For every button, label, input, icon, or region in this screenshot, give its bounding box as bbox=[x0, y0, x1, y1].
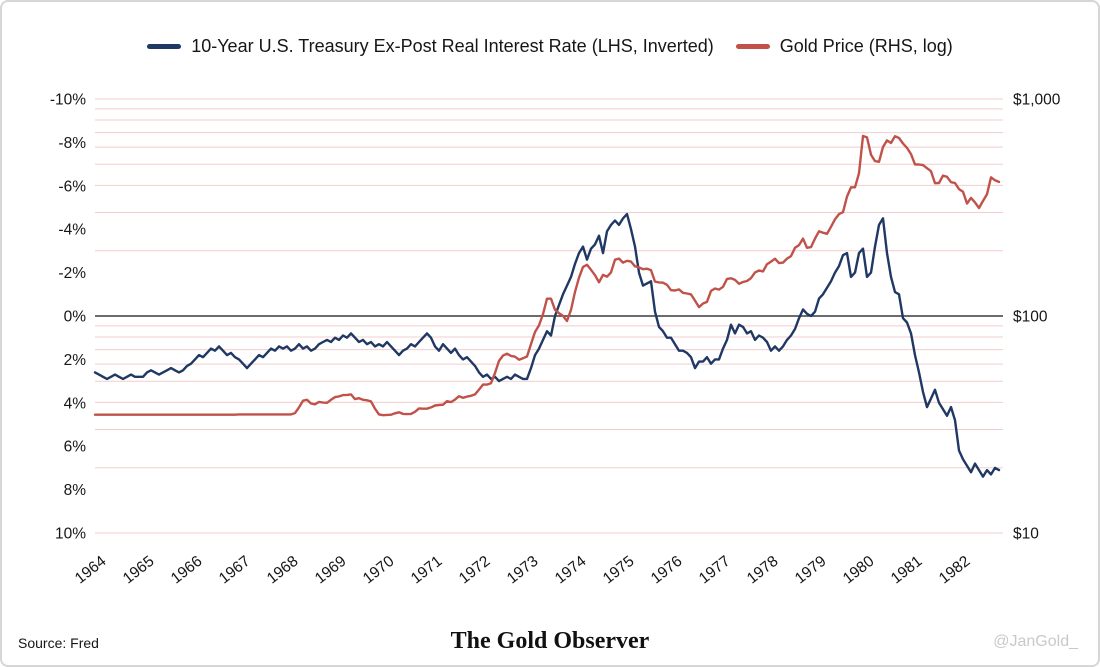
legend-item-real-rate: 10-Year U.S. Treasury Ex-Post Real Inter… bbox=[147, 36, 714, 57]
chart-legend: 10-Year U.S. Treasury Ex-Post Real Inter… bbox=[0, 36, 1100, 57]
legend-label-real-rate: 10-Year U.S. Treasury Ex-Post Real Inter… bbox=[191, 36, 714, 56]
left-axis-tick-label: -6% bbox=[58, 178, 86, 195]
x-axis-tick-label: 1965 bbox=[120, 553, 158, 588]
brand-title: The Gold Observer bbox=[450, 628, 650, 654]
legend-swatch-gold-price-icon bbox=[735, 44, 770, 49]
x-axis-tick-label: 1974 bbox=[552, 553, 590, 588]
left-axis-tick-label: 10% bbox=[55, 526, 86, 543]
x-axis-tick-label: 1971 bbox=[408, 553, 446, 588]
right-axis-tick-label: $100 bbox=[1013, 309, 1048, 326]
left-axis-tick-label: 2% bbox=[64, 352, 87, 369]
left-axis-tick-label: 6% bbox=[64, 439, 87, 456]
x-axis-tick-label: 1975 bbox=[600, 553, 638, 588]
left-axis-tick-label: -10% bbox=[50, 92, 86, 109]
source-note: Source: Fred bbox=[18, 635, 99, 651]
x-axis-tick-label: 1967 bbox=[216, 553, 254, 588]
left-axis-tick-label: -2% bbox=[58, 265, 86, 282]
left-axis-tick-label: -4% bbox=[58, 222, 86, 239]
legend-item-gold-price: Gold Price (RHS, log) bbox=[735, 36, 953, 57]
x-axis-tick-label: 1981 bbox=[888, 553, 926, 588]
twitter-handle: @JanGold_ bbox=[993, 633, 1078, 650]
left-axis-tick-label: -8% bbox=[58, 135, 86, 152]
x-axis-tick-label: 1970 bbox=[360, 553, 398, 588]
x-axis-tick-label: 1969 bbox=[312, 553, 350, 588]
x-axis-tick-label: 1972 bbox=[456, 553, 494, 588]
x-axis-tick-label: 1976 bbox=[648, 553, 686, 588]
x-axis-tick-label: 1977 bbox=[696, 553, 734, 588]
x-axis-tick-label: 1978 bbox=[744, 553, 782, 588]
right-axis-tick-label: $10 bbox=[1013, 526, 1039, 543]
gold-price-line bbox=[93, 134, 1001, 417]
x-axis-tick-label: 1980 bbox=[840, 553, 878, 588]
real-rate-line bbox=[93, 212, 1001, 478]
x-axis-tick-label: 1979 bbox=[792, 553, 830, 588]
x-axis-tick-label: 1964 bbox=[72, 553, 110, 588]
left-axis-tick-label: 4% bbox=[64, 395, 87, 412]
left-axis-tick-label: 0% bbox=[64, 309, 87, 326]
legend-swatch-real-rate-icon bbox=[147, 44, 182, 49]
left-axis-tick-label: 8% bbox=[64, 482, 87, 499]
x-axis-tick-label: 1982 bbox=[936, 553, 974, 588]
x-axis-tick-label: 1968 bbox=[264, 553, 302, 588]
legend-label-gold-price: Gold Price (RHS, log) bbox=[779, 36, 953, 56]
x-axis-tick-label: 1973 bbox=[504, 553, 542, 588]
right-axis-tick-label: $1,000 bbox=[1013, 92, 1061, 109]
x-axis-tick-label: 1966 bbox=[168, 553, 206, 588]
